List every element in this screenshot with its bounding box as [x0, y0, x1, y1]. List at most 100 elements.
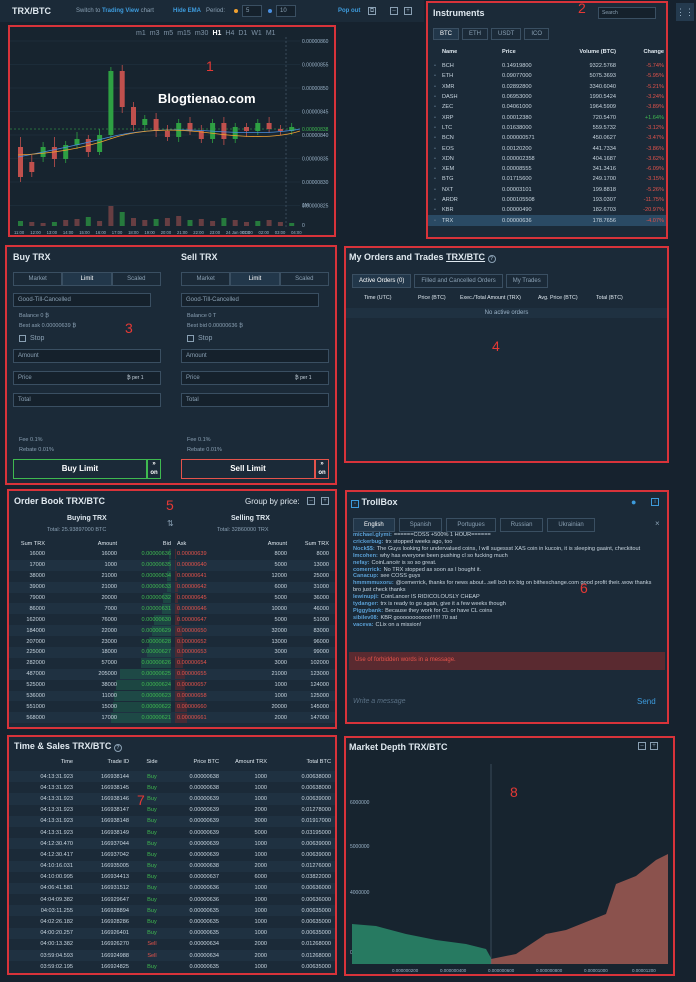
corner-icon[interactable]: ⋮⋮ — [676, 3, 694, 21]
chat-user[interactable]: michael.glymi: — [353, 532, 392, 538]
instrument-row[interactable]: • XMR 0.02892800 3340.6040 -5.21% — [428, 82, 666, 92]
book-plus-icon[interactable]: + — [321, 497, 329, 505]
interval-m30[interactable]: m30 — [194, 30, 209, 37]
star-icon[interactable]: • — [434, 73, 436, 80]
troll-tab-portugues[interactable]: Portugues — [446, 518, 496, 532]
star-icon[interactable]: • — [434, 155, 436, 162]
sell-total-input[interactable]: Total — [181, 393, 329, 407]
info-icon[interactable]: ? — [487, 255, 496, 263]
orders-tab[interactable]: My Trades — [505, 274, 548, 288]
instrument-tab-btc[interactable]: BTC — [433, 28, 459, 40]
chat-user[interactable]: Imcohen: — [353, 552, 378, 559]
sell-amount-input[interactable]: Amount — [181, 349, 329, 363]
instrument-row[interactable]: • XRP 0.00012380 720.5470 +1.64% — [428, 112, 666, 122]
buy-tab-limit[interactable]: Limit — [62, 272, 112, 286]
instrument-tab-usdt[interactable]: USDT — [491, 28, 522, 40]
chat-user[interactable]: Nock$$: — [353, 545, 375, 552]
star-icon[interactable]: • — [434, 83, 436, 90]
book-row[interactable]: 225000 18000 0.00000627 0.00000653 3000 99000 — [9, 647, 335, 658]
chat-user[interactable]: Piggybank: — [353, 607, 384, 614]
instrument-row[interactable]: • BCH 0.14919800 9322.5768 -5.74% — [428, 61, 666, 71]
book-row[interactable]: 79000 20000 0.00000632 0.00000645 5000 36000 — [9, 593, 335, 604]
book-row[interactable]: 184000 22000 0.00000629 0.00000650 32000 8300… — [9, 625, 335, 637]
buy-amount-input[interactable]: Amount — [13, 349, 161, 363]
instrument-row[interactable]: • LTC 0.01638000 559.5732 -3.12% — [428, 123, 666, 133]
instrument-row[interactable]: • KBR 0.00000490 182.6703 -20.97% — [428, 205, 666, 215]
interval-m15[interactable]: m15 — [177, 30, 191, 37]
depth-minus-icon[interactable]: – — [638, 742, 646, 750]
popout-icon[interactable]: ⧉ — [368, 7, 376, 15]
instrument-row[interactable]: • BTG 0.01715600 249.1700 -3.15% — [428, 174, 666, 184]
book-row[interactable]: 162000 76000 0.00000630 0.00000647 5000 51000 — [9, 614, 335, 625]
book-row[interactable]: 16000 16000 0.00000636 0.00000639 8000 8000 — [9, 549, 335, 560]
book-row[interactable]: 525000 38000 0.00000624 0.00000657 1000 12400… — [9, 680, 335, 691]
chat-user[interactable]: crickerbug: — [353, 538, 384, 545]
star-icon[interactable]: • — [434, 166, 436, 173]
interval-H1[interactable]: H1 — [212, 30, 222, 37]
message-input[interactable]: Write a message — [353, 698, 406, 705]
trollbox-close-icon[interactable]: × — [655, 519, 660, 528]
buy-tif-select[interactable]: Good-Till-Cancelled — [13, 293, 151, 307]
interval-m1[interactable]: m1 — [136, 30, 146, 37]
orders-tab[interactable]: Filled and Cancelled Orders — [414, 274, 503, 288]
star-icon[interactable]: • — [434, 217, 436, 224]
buy-stop-checkbox[interactable] — [19, 335, 26, 342]
sell-tif-select[interactable]: Good-Till-Cancelled — [181, 293, 319, 307]
star-icon[interactable]: • — [434, 176, 436, 183]
buy-total-input[interactable]: Total — [13, 393, 161, 407]
troll-tab-spanish[interactable]: Spanish — [398, 518, 443, 532]
instrument-tab-ico[interactable]: ICO — [524, 28, 550, 40]
book-minus-icon[interactable]: – — [307, 497, 315, 505]
book-row[interactable]: 39000 21000 0.00000633 0.00000642 6000 31000 — [9, 581, 335, 593]
interval-m3[interactable]: m3 — [149, 30, 160, 37]
instrument-row[interactable]: • XDN 0.000002358 404.1687 -3.62% — [428, 154, 666, 164]
book-row[interactable]: 17000 1000 0.00000635 0.00000640 5000 13000 — [9, 559, 335, 571]
interval-m5[interactable]: m5 — [163, 30, 174, 37]
buy-tab-scaled[interactable]: Scaled — [111, 272, 161, 286]
interval-M1[interactable]: M1 — [265, 30, 276, 37]
send-button[interactable]: Send — [637, 697, 656, 706]
minimize-icon[interactable]: – — [390, 7, 398, 15]
period-b-input[interactable]: 10 — [276, 5, 296, 17]
sell-stop-checkbox[interactable] — [187, 335, 194, 342]
instrument-row[interactable]: • XEM 0.00008555 341.3416 -6.09% — [428, 164, 666, 174]
sell-expand-button[interactable]: » on — [315, 459, 329, 479]
buy-expand-button[interactable]: » on — [147, 459, 161, 479]
instrument-tab-eth[interactable]: ETH — [462, 28, 488, 40]
col-header[interactable]: Volume (BTC) — [579, 48, 616, 55]
trollbox-info-icon[interactable]: i — [651, 498, 659, 506]
instrument-row[interactable]: • ARDR 0.000105508 193.0307 -11.75% — [428, 195, 666, 205]
book-row[interactable]: 487000 205000 0.00000625 0.00000655 21000 123… — [9, 668, 335, 680]
star-icon[interactable]: • — [434, 63, 436, 70]
instrument-row[interactable]: • ZEC 0.04061000 1964.5909 -3.89% — [428, 102, 666, 112]
sell-tab-scaled[interactable]: Scaled — [279, 272, 329, 286]
sell-tab-limit[interactable]: Limit — [230, 272, 280, 286]
instrument-row[interactable]: • ETH 0.09077000 5075.3693 -5.95% — [428, 71, 666, 81]
maximize-icon[interactable]: + — [404, 7, 412, 15]
sell-submit-button[interactable]: Sell Limit — [181, 459, 315, 479]
star-icon[interactable]: • — [434, 94, 436, 101]
instrument-row[interactable]: • BCN 0.000000571 450.0627 -3.47% — [428, 133, 666, 143]
swap-icon[interactable]: ⇅ — [167, 519, 174, 528]
instruments-search[interactable]: Search — [598, 7, 656, 19]
book-row[interactable]: 207000 23000 0.00000628 0.00000652 13000 9600… — [9, 636, 335, 647]
star-icon[interactable]: • — [434, 197, 436, 203]
star-icon[interactable]: • — [434, 104, 436, 111]
chat-user[interactable]: Canacup: — [353, 573, 379, 580]
book-row[interactable]: 551000 15000 0.00000622 0.00000660 20000 1450… — [9, 701, 335, 712]
candlestick-chart[interactable]: 0.00000860 0.00000855 0.00000850 0.00000845… — [10, 27, 334, 235]
star-icon[interactable]: • — [434, 207, 436, 214]
instrument-row[interactable]: • EOS 0.00120200 441.7334 -3.86% — [428, 143, 666, 153]
star-icon[interactable]: • — [434, 124, 436, 131]
hide-ema-button[interactable]: Hide EMA — [173, 8, 202, 14]
troll-tab-english[interactable]: English — [353, 518, 395, 532]
instrument-row[interactable]: • TRX 0.00000636 178.7656 -4.07% — [428, 215, 666, 226]
interval-H4[interactable]: H4 — [225, 30, 235, 37]
chat-user[interactable]: tydanger: — [353, 601, 379, 608]
popout-button[interactable]: Pop out — [338, 8, 361, 14]
star-icon[interactable]: • — [434, 145, 436, 152]
chat-user[interactable]: nefay: — [353, 559, 370, 566]
chat-user[interactable]: sibilev08: — [353, 614, 379, 621]
depth-chart[interactable]: 6000000 5000000 4000000 0 0.000000200 0.00000… — [346, 754, 673, 974]
user-icon[interactable]: ● — [631, 497, 637, 507]
